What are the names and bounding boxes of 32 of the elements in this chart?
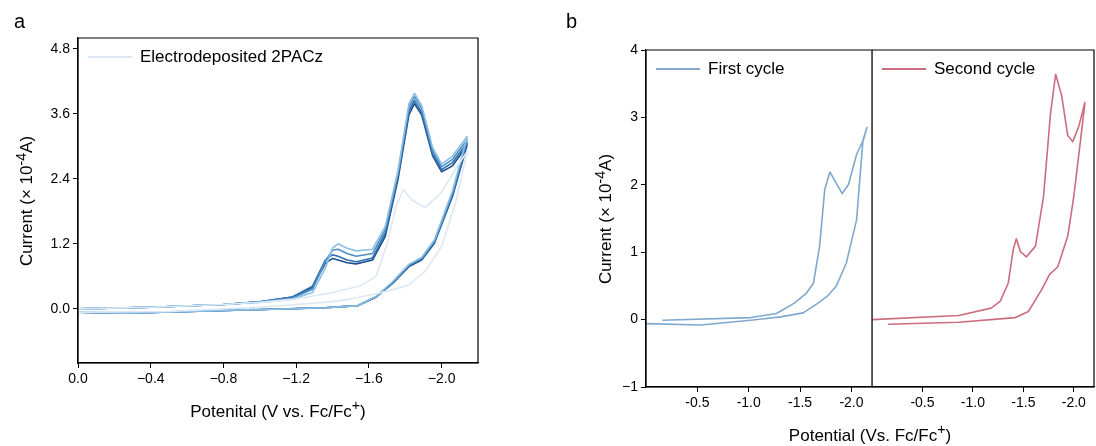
x-tick-label: -1.0 <box>736 394 761 411</box>
legend-label: First cycle <box>708 58 785 78</box>
x-tick-label: -1.0 <box>960 394 986 411</box>
x-tick-label: -0.5 <box>910 394 935 411</box>
chart-title: a <box>14 10 26 33</box>
x-tick-label: -2.0 <box>839 394 864 411</box>
y-tick-label: 3.6 <box>50 104 71 121</box>
x-axis-title: Potenital (V vs. Fc/Fc$^{+}$) <box>189 397 367 422</box>
y-tick-label: 3 <box>630 108 639 125</box>
y-tick-label: 4 <box>630 40 639 57</box>
y-tick-label: 2 <box>630 175 639 192</box>
x-tick-label: -1.5 <box>1011 394 1036 411</box>
y-tick-label: 1.2 <box>50 234 71 251</box>
x-tick-label: −0.8 <box>209 370 238 387</box>
y-tick-label: 2.4 <box>50 169 71 186</box>
x-tick-label: -2.0 <box>1061 394 1087 411</box>
x-tick-label: -1.5 <box>788 394 813 411</box>
legend-label: Electrodeposited 2PACz <box>140 46 324 66</box>
y-tick-label: 1 <box>630 243 639 260</box>
y-tick-label: 0 <box>630 310 639 327</box>
x-tick-label: −1.6 <box>355 370 383 387</box>
chart-title: b <box>566 10 578 33</box>
x-axis-title: Potential (Vs. Fc/Fc$^{+}$) <box>787 421 953 446</box>
y-tick-label: 4.8 <box>50 39 71 56</box>
x-tick-label: -0.5 <box>685 394 710 411</box>
x-tick-label: −0.4 <box>136 370 165 387</box>
y-tick-label: 0.0 <box>50 299 71 316</box>
x-tick-label: −2.0 <box>427 370 456 387</box>
x-tick-label: 0.0 <box>68 370 88 387</box>
x-tick-label: −1.2 <box>282 370 311 387</box>
y-tick-label: −1 <box>622 377 639 394</box>
legend-label: Second cycle <box>934 58 1036 78</box>
